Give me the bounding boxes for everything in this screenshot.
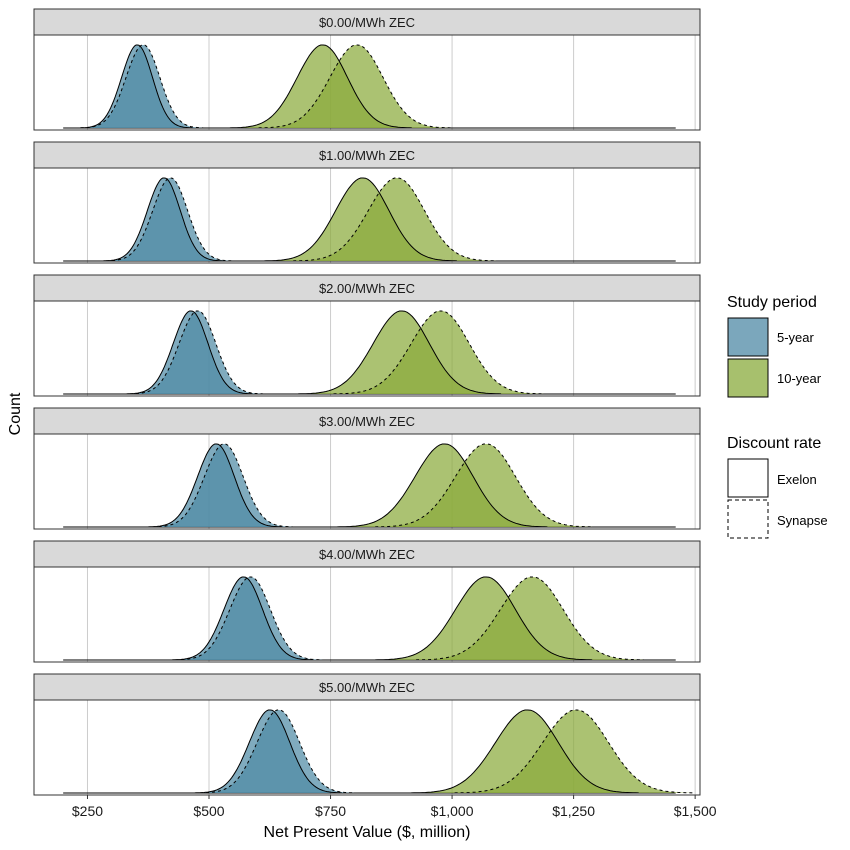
legend-title-discount-rate: Discount rate [727, 435, 821, 452]
density-area-10-year-exelon [229, 45, 412, 128]
facet-strip-label: $5.00/MWh ZEC [319, 680, 415, 695]
facet-panel: $2.00/MWh ZEC [33, 274, 701, 397]
x-tick-label: $1,250 [552, 803, 595, 819]
density-outline-5-year-synapse [175, 576, 323, 661]
density-outline-5-year-synapse [129, 310, 263, 395]
legend-key-5-year [727, 317, 769, 357]
density-area-10-year-exelon [375, 577, 593, 660]
panel-border [33, 699, 701, 796]
density-outline-5-year-exelon [103, 177, 223, 262]
density-area-10-year-synapse [333, 311, 544, 394]
density-area-5-year-synapse [80, 45, 204, 128]
density-outline-5-year-synapse [152, 443, 293, 528]
panel-border [33, 167, 701, 264]
x-tick-label: $1,000 [431, 803, 474, 819]
facet-panel: $5.00/MWh ZEC [33, 673, 701, 796]
density-outline-10-year-exelon [375, 576, 593, 661]
x-tick-label: $750 [315, 803, 346, 819]
density-area-5-year-synapse [129, 311, 263, 394]
x-axis: $250 $500 $750 $1,000 $1,250 $1,500 [72, 795, 717, 819]
density-area-5-year-synapse [175, 577, 323, 660]
facet-panel: $0.00/MWh ZEC [33, 8, 701, 131]
density-outline-10-year-exelon [298, 310, 502, 395]
legend-key-exelon [727, 458, 769, 498]
facet-strip-label: $0.00/MWh ZEC [319, 15, 415, 30]
density-area-10-year-synapse [293, 178, 497, 261]
density-area-10-year-synapse [454, 710, 693, 793]
legend-title-study-period: Study period [727, 294, 817, 311]
density-area-10-year-exelon [264, 178, 457, 261]
density-area-10-year-synapse [258, 45, 452, 128]
legend-key-10-year [727, 358, 769, 398]
panel-border [33, 34, 701, 131]
y-axis-title: Count [7, 392, 24, 435]
panel-border [33, 566, 701, 663]
density-outline-10-year-synapse [416, 576, 644, 661]
facet-panel: $4.00/MWh ZEC [33, 540, 701, 663]
density-area-10-year-exelon [337, 444, 548, 527]
density-area-10-year-exelon [298, 311, 502, 394]
panel-background [34, 434, 700, 529]
density-area-5-year-synapse [106, 178, 233, 261]
density-area-5-year-synapse [200, 710, 355, 793]
facet-panels: $0.00/MWh ZEC $1.00/MWh ZEC $2.00/MWh ZEC $… [33, 8, 701, 796]
legend-key-synapse [727, 499, 769, 539]
facet-strip-label: $4.00/MWh ZEC [319, 547, 415, 562]
density-outline-5-year-exelon [194, 709, 342, 794]
panel-background [34, 567, 700, 662]
density-outline-10-year-exelon [264, 177, 457, 262]
facet-strip [33, 8, 701, 36]
density-outline-10-year-exelon [229, 44, 412, 129]
facet-strip [33, 673, 701, 701]
x-axis-title: Net Present Value ($, million) [264, 824, 471, 841]
facet-strip-label: $2.00/MWh ZEC [319, 281, 415, 296]
density-outline-10-year-synapse [258, 44, 452, 129]
x-tick-label: $1,500 [674, 803, 717, 819]
legend-label-5-year: 5-year [777, 330, 815, 345]
facet-strip-label: $1.00/MWh ZEC [319, 148, 415, 163]
facet-panel: $1.00/MWh ZEC [33, 141, 701, 264]
density-outline-5-year-exelon [126, 310, 253, 395]
density-outline-5-year-exelon [80, 44, 193, 129]
density-outline-10-year-synapse [293, 177, 497, 262]
density-area-10-year-exelon [411, 710, 639, 793]
density-outline-5-year-exelon [172, 576, 313, 661]
density-area-10-year-synapse [416, 577, 644, 660]
facet-strip-label: $3.00/MWh ZEC [319, 414, 415, 429]
density-outline-10-year-exelon [411, 709, 639, 794]
density-outline-5-year-synapse [200, 709, 355, 794]
legend-label-synapse: Synapse [777, 513, 828, 528]
x-tick-label: $250 [72, 803, 103, 819]
facet-strip [33, 407, 701, 435]
legend: Study period 5-year 10-year Discount rat… [727, 294, 828, 539]
x-tick-label: $500 [193, 803, 224, 819]
facet-panel: $3.00/MWh ZEC [33, 407, 701, 530]
density-outline-5-year-exelon [148, 443, 282, 528]
facet-strip [33, 141, 701, 169]
density-area-10-year-synapse [375, 444, 593, 527]
density-outline-10-year-synapse [375, 443, 593, 528]
facet-strip [33, 274, 701, 302]
legend-label-10-year: 10-year [777, 371, 822, 386]
legend-label-exelon: Exelon [777, 472, 817, 487]
facet-strip [33, 540, 701, 568]
panel-border [33, 300, 701, 397]
density-area-5-year-synapse [152, 444, 293, 527]
panel-border [33, 433, 701, 530]
density-outline-10-year-exelon [337, 443, 548, 528]
